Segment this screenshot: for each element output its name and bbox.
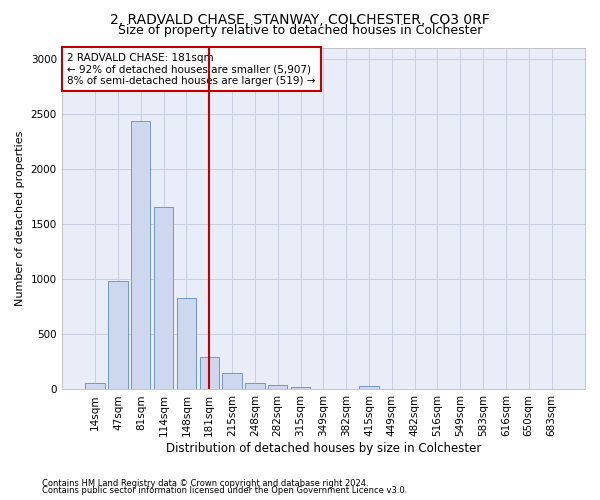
Bar <box>291 386 310 390</box>
Bar <box>268 385 287 390</box>
Y-axis label: Number of detached properties: Number of detached properties <box>15 131 25 306</box>
Text: 2, RADVALD CHASE, STANWAY, COLCHESTER, CO3 0RF: 2, RADVALD CHASE, STANWAY, COLCHESTER, C… <box>110 12 490 26</box>
Bar <box>200 358 219 390</box>
Text: Size of property relative to detached houses in Colchester: Size of property relative to detached ho… <box>118 24 482 37</box>
Bar <box>223 373 242 390</box>
Bar <box>108 282 128 390</box>
Bar <box>245 384 265 390</box>
Text: Contains public sector information licensed under the Open Government Licence v3: Contains public sector information licen… <box>42 486 407 495</box>
X-axis label: Distribution of detached houses by size in Colchester: Distribution of detached houses by size … <box>166 442 481 455</box>
Text: 2 RADVALD CHASE: 181sqm
← 92% of detached houses are smaller (5,907)
8% of semi-: 2 RADVALD CHASE: 181sqm ← 92% of detache… <box>67 52 316 86</box>
Bar <box>154 208 173 390</box>
Bar <box>85 384 105 390</box>
Bar <box>359 386 379 390</box>
Bar <box>131 122 151 390</box>
Text: Contains HM Land Registry data © Crown copyright and database right 2024.: Contains HM Land Registry data © Crown c… <box>42 478 368 488</box>
Bar <box>177 298 196 390</box>
